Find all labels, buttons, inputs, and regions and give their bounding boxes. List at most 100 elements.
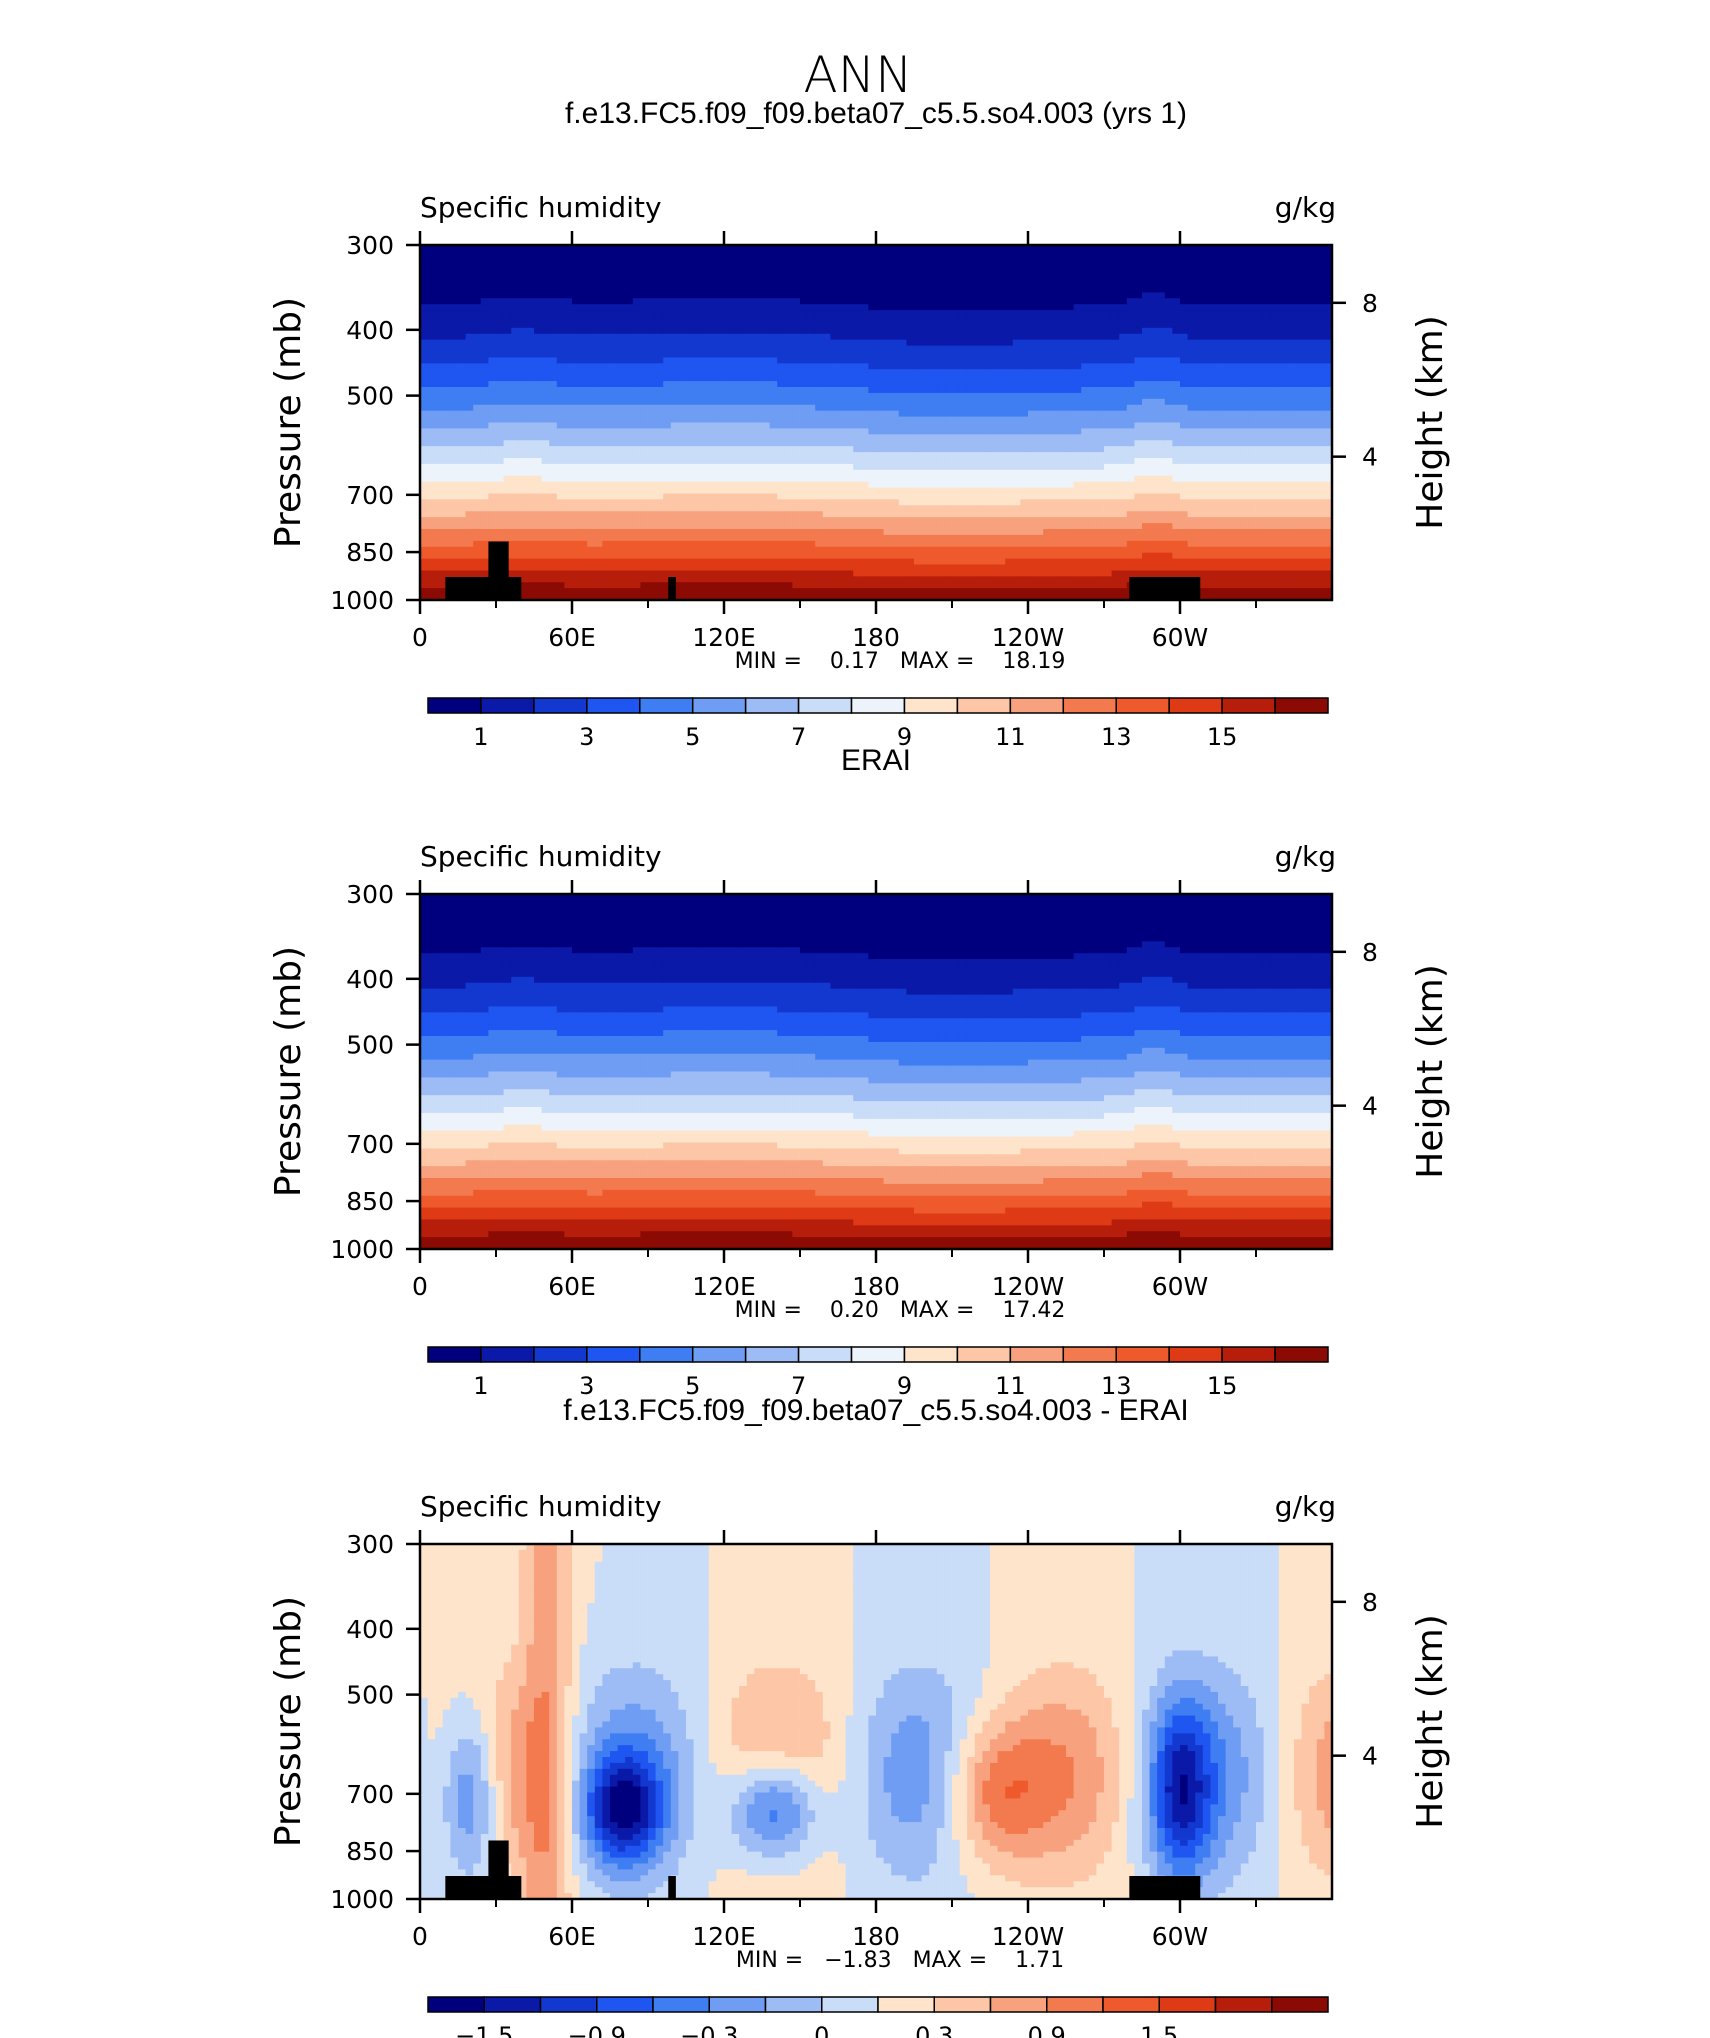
topography-mask-1 xyxy=(445,1876,522,1899)
colorbar-box xyxy=(956,1346,1012,1363)
ylabel-right: Height (km) xyxy=(1410,964,1451,1178)
ytick-label: 1000 xyxy=(330,586,394,615)
colorbar-label: 1 xyxy=(473,723,488,751)
colorbar-box xyxy=(797,1346,853,1363)
colorbar-box xyxy=(480,697,535,714)
colorbar-label: 9 xyxy=(897,723,912,751)
ytick-right-label: 4 xyxy=(1362,1092,1378,1121)
colorbar-box xyxy=(1158,1996,1217,2013)
ylabel-right: Height (km) xyxy=(1410,1614,1451,1828)
plot-area xyxy=(420,894,1332,1249)
topography-mask-4 xyxy=(1129,1876,1201,1899)
colorbar-box xyxy=(427,1996,485,2013)
ytick-label: 500 xyxy=(346,1031,394,1060)
colorbar-box xyxy=(821,1996,879,2013)
colorbar-label: 11 xyxy=(995,723,1026,751)
chart-left-label: Specific humidity xyxy=(420,191,662,224)
figure-title: ANN xyxy=(803,46,912,104)
colorbar-box xyxy=(956,697,1012,714)
xtick-label: 120W xyxy=(992,1272,1064,1301)
colorbar-label: 15 xyxy=(1207,723,1238,751)
colorbar-label: −0.3 xyxy=(680,2022,738,2038)
colorbar-label: 13 xyxy=(1101,723,1132,751)
xtick-label: 120W xyxy=(992,623,1064,652)
colorbar-label: −1.5 xyxy=(455,2022,513,2038)
xtick-label: 0 xyxy=(412,1272,428,1301)
chart-title: f.e13.FC5.f09_f09.beta07_c5.5.so4.003 - … xyxy=(563,1394,1188,1427)
colorbar-box xyxy=(1214,1996,1273,2013)
colorbar-box xyxy=(989,1996,1048,2013)
colorbar-label: 7 xyxy=(791,1372,806,1400)
colorbar-box xyxy=(539,1996,598,2013)
colorbar-label: 3 xyxy=(579,723,594,751)
colorbar-box xyxy=(533,697,588,714)
ytick-label: 700 xyxy=(346,1130,394,1159)
colorbar-box xyxy=(1046,1996,1104,2013)
colorbar-label: 0.3 xyxy=(915,2022,953,2038)
chart-panel-3: f.e13.FC5.f09_f09.beta07_c5.5.so4.003 - … xyxy=(268,1394,1451,2038)
ytick-label: 1000 xyxy=(330,1235,394,1264)
colorbar-box xyxy=(1062,697,1117,714)
colorbar-box xyxy=(1274,1346,1329,1363)
chart-right-label: g/kg xyxy=(1275,1490,1336,1523)
colorbar-box xyxy=(1062,1346,1117,1363)
colorbar-box xyxy=(1168,1346,1223,1363)
ytick-label: 850 xyxy=(346,1837,394,1866)
colorbar-box xyxy=(586,1346,641,1363)
colorbar-box xyxy=(1009,1346,1065,1363)
colorbar-label: 1.5 xyxy=(1140,2022,1178,2038)
colorbar-label: 0 xyxy=(814,2022,829,2038)
colorbar-box xyxy=(850,697,906,714)
colorbar-box xyxy=(639,1346,694,1363)
chart-title: f.e13.FC5.f09_f09.beta07_c5.5.so4.003 (y… xyxy=(565,97,1187,130)
chart-left-label: Specific humidity xyxy=(420,840,662,873)
ylabel: Pressure (mb) xyxy=(268,297,309,548)
colorbar-label: 7 xyxy=(791,723,806,751)
ytick-label: 400 xyxy=(346,1615,394,1644)
colorbar-box xyxy=(586,697,641,714)
ytick-right-label: 4 xyxy=(1362,1742,1378,1771)
ylabel: Pressure (mb) xyxy=(268,946,309,1197)
stats-text: MIN = −1.83 MAX = 1.71 xyxy=(736,1948,1064,1973)
topography-mask-2 xyxy=(488,541,509,600)
topography-mask-1 xyxy=(445,577,522,600)
colorbar-box xyxy=(533,1346,588,1363)
chart-right-label: g/kg xyxy=(1275,840,1336,873)
colorbar-label: 11 xyxy=(995,1372,1026,1400)
ytick-label: 300 xyxy=(346,231,394,260)
topography-mask-3 xyxy=(668,1876,676,1899)
xtick-label: 180 xyxy=(852,1922,900,1951)
colorbar-box xyxy=(903,697,959,714)
ytick-right-label: 8 xyxy=(1362,938,1378,967)
colorbar-box xyxy=(1009,697,1065,714)
ytick-label: 300 xyxy=(346,880,394,909)
xtick-label: 60E xyxy=(548,1272,596,1301)
plot-area xyxy=(420,1544,1332,1899)
plot-area xyxy=(420,245,1332,600)
colorbar-box xyxy=(1271,1996,1329,2013)
xtick-label: 120E xyxy=(692,1922,756,1951)
chart-left-label: Specific humidity xyxy=(420,1490,662,1523)
colorbar-label: 15 xyxy=(1207,1372,1238,1400)
colorbar-label: 9 xyxy=(897,1372,912,1400)
colorbar-box xyxy=(744,1346,800,1363)
topography-mask-3 xyxy=(668,577,676,600)
colorbar-label: 5 xyxy=(685,1372,700,1400)
stats-text: MIN = 0.17 MAX = 18.19 xyxy=(735,649,1066,674)
ytick-label: 700 xyxy=(346,1780,394,1809)
xtick-label: 120E xyxy=(692,623,756,652)
colorbar-box xyxy=(483,1996,542,2013)
ylabel: Pressure (mb) xyxy=(268,1596,309,1847)
colorbar-label: −0.9 xyxy=(568,2022,626,2038)
ytick-label: 700 xyxy=(346,481,394,510)
ytick-right-label: 4 xyxy=(1362,443,1378,472)
colorbar-box xyxy=(639,697,694,714)
colorbar-box xyxy=(691,697,747,714)
chart-right-label: g/kg xyxy=(1275,191,1336,224)
topography-mask-4 xyxy=(1129,577,1201,600)
colorbar-box xyxy=(1115,697,1170,714)
xtick-label: 180 xyxy=(852,1272,900,1301)
colorbar-box xyxy=(744,697,800,714)
colorbar-label: 1 xyxy=(473,1372,488,1400)
